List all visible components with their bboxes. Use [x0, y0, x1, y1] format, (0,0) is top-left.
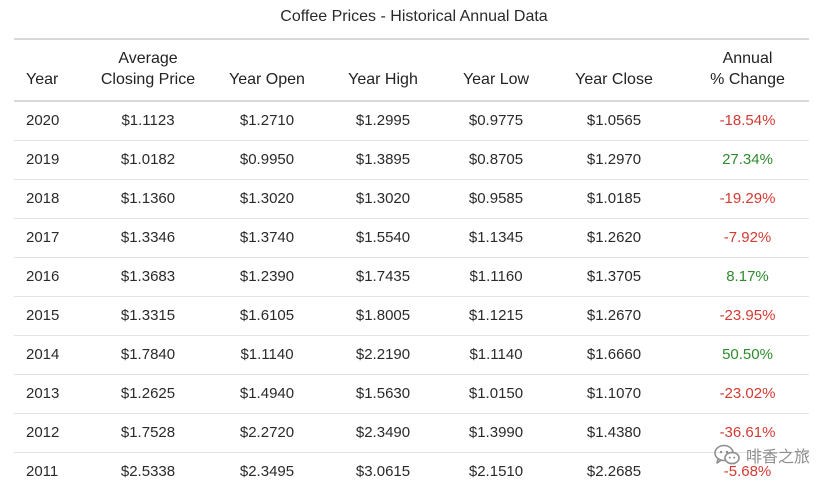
cell-year-open: $2.3495 — [239, 463, 295, 481]
header-year-close[interactable]: Year Close — [542, 38, 686, 102]
cell-year-open: $1.3020 — [218, 179, 316, 219]
cell-year: 2011 — [26, 463, 59, 481]
cell-year: 2014 — [14, 335, 78, 375]
table-row: 2019 $1.0182 $0.9950 $1.3895 $0.8705 $1.2970 2… — [14, 140, 809, 180]
table-row: 2013 $1.2625 $1.4940 $1.5630 $1.0150 $1.1070-… — [14, 374, 809, 414]
cell-year: 2016 — [14, 257, 78, 297]
cell-year-high: $1.5630 — [316, 374, 450, 414]
cell-year-open: $0.9950 — [218, 140, 316, 180]
cell-average-closing-price: $1.7840 — [78, 335, 218, 375]
cell-average-closing-price: $1.1123 — [78, 101, 218, 141]
cell-year-high: $1.3020 — [316, 179, 450, 219]
header-year[interactable]: Year — [14, 38, 78, 102]
cell-year-low: $0.9775 — [450, 101, 542, 141]
cell-year-high: $3.0615 — [355, 463, 411, 481]
header-average-line2: Closing Price — [100, 71, 196, 88]
cell-year: 2013 — [14, 374, 78, 414]
header-year-low[interactable]: Year Low — [450, 38, 542, 102]
table-row: 2012 $1.7528 $2.2720 $2.3490 $1.3990 $1.4380-… — [14, 413, 809, 453]
cell-year-low: $0.8705 — [450, 140, 542, 180]
cell-year-high: $1.5540 — [316, 218, 450, 258]
cell-average-closing-price: $1.7528 — [78, 413, 218, 453]
cell-annual-change: -5.68% — [723, 463, 772, 481]
cell-year: 2012 — [14, 413, 78, 453]
cell-year-high: $2.2190 — [316, 335, 450, 375]
cell-year-close: $2.2685 — [586, 463, 642, 481]
cell-average-closing-price: $1.1360 — [78, 179, 218, 219]
cell-average-closing-price: $2.5338 — [120, 463, 176, 481]
price-table-container: Year Average Closing Price Year Open Yea… — [14, 38, 809, 491]
table-row: 2016 $1.3683 $1.2390 $1.7435 $1.1160 $1.3705 8… — [14, 257, 809, 297]
cell-average-closing-price: $1.3683 — [78, 257, 218, 297]
cell-annual-change: -18.54% — [686, 101, 809, 141]
cell-year-open: $1.6105 — [218, 296, 316, 336]
cell-year-low: $1.1140 — [450, 335, 542, 375]
cell-year-open: $1.2710 — [218, 101, 316, 141]
table-row: 2018 $1.1360 $1.3020 $1.3020 $0.9585 $1.0185-… — [14, 179, 809, 219]
price-table: Year Average Closing Price Year Open Yea… — [14, 38, 809, 491]
cell-year-low: $1.1345 — [450, 218, 542, 258]
header-year-open[interactable]: Year Open — [218, 38, 316, 102]
cell-year-low: $1.1160 — [450, 257, 542, 297]
cell-year: 2018 — [14, 179, 78, 219]
cell-year-low: $2.1510 — [468, 463, 524, 481]
page-title: Coffee Prices - Historical Annual Data — [280, 8, 548, 25]
cell-year-open: $1.1140 — [218, 335, 316, 375]
cell-year-low: $1.3990 — [450, 413, 542, 453]
cell-year-close: $1.2620 — [542, 218, 686, 258]
wechat-icon — [714, 444, 740, 465]
cell-year: 2019 — [14, 140, 78, 180]
table-row: 2014 $1.7840 $1.1140 $2.2190 $1.1140 $1.6660 5… — [14, 335, 809, 375]
cell-year-close: $1.0565 — [542, 101, 686, 141]
header-change-line2: % Change — [710, 71, 785, 88]
cell-average-closing-price: $1.3315 — [78, 296, 218, 336]
cell-year-low: $1.0150 — [450, 374, 542, 414]
cell-annual-change: -19.29% — [686, 179, 809, 219]
table-row: 2017 $1.3346 $1.3740 $1.5540 $1.1345 $1.2620-… — [14, 218, 809, 258]
cell-year: 2015 — [14, 296, 78, 336]
table-body: 2020 $1.1123 $1.2710 $1.2995 $0.9775 $1.0565-… — [14, 101, 809, 491]
cell-annual-change: -36.61% — [686, 413, 809, 453]
cell-year: 2020 — [14, 101, 78, 141]
cell-year-close: $1.4380 — [542, 413, 686, 453]
cell-annual-change: 27.34% — [686, 140, 809, 180]
table-row: 2020 $1.1123 $1.2710 $1.2995 $0.9775 $1.0565-… — [14, 101, 809, 141]
cell-annual-change: -7.92% — [686, 218, 809, 258]
header-average-line1: Average — [118, 50, 178, 67]
table-header-row: Year Average Closing Price Year Open Yea… — [14, 38, 809, 102]
cell-annual-change: -23.02% — [686, 374, 809, 414]
cell-year-close: $1.0185 — [542, 179, 686, 219]
cell-year-open: $2.2720 — [218, 413, 316, 453]
header-annual-change[interactable]: Annual % Change — [686, 38, 809, 102]
cell-year-high: $2.3490 — [316, 413, 450, 453]
cell-year-close: $1.1070 — [542, 374, 686, 414]
cell-year-low: $0.9585 — [450, 179, 542, 219]
cell-year-high: $1.7435 — [316, 257, 450, 297]
header-year-high[interactable]: Year High — [316, 38, 450, 102]
cell-annual-change: 8.17% — [686, 257, 809, 297]
cell-year-open: $1.4940 — [218, 374, 316, 414]
cell-year-close: $1.2670 — [542, 296, 686, 336]
table-row: 2015 $1.3315 $1.6105 $1.8005 $1.1215 $1.2670-… — [14, 296, 809, 336]
cell-average-closing-price: $1.0182 — [78, 140, 218, 180]
cell-year-open: $1.3740 — [218, 218, 316, 258]
cell-year-low: $1.1215 — [450, 296, 542, 336]
cell-year-high: $1.3895 — [316, 140, 450, 180]
cell-annual-change: 50.50% — [686, 335, 809, 375]
watermark: 啡香之旅 — [714, 443, 810, 467]
cell-year-close: $1.6660 — [542, 335, 686, 375]
cell-year-high: $1.8005 — [316, 296, 450, 336]
header-average-closing-price[interactable]: Average Closing Price — [78, 38, 218, 102]
cell-year-close: $1.2970 — [542, 140, 686, 180]
cell-year-open: $1.2390 — [218, 257, 316, 297]
table-row: 2011 $2.5338 $2.3495 $3.0615 $2.1510 $2.2685 -… — [14, 452, 809, 491]
cell-year: 2017 — [14, 218, 78, 258]
watermark-text: 啡香之旅 — [745, 449, 810, 466]
cell-year-close: $1.3705 — [542, 257, 686, 297]
cell-average-closing-price: $1.2625 — [78, 374, 218, 414]
cell-average-closing-price: $1.3346 — [78, 218, 218, 258]
cell-annual-change: -23.95% — [686, 296, 809, 336]
header-change-line1: Annual — [722, 50, 773, 67]
cell-year-high: $1.2995 — [316, 101, 450, 141]
